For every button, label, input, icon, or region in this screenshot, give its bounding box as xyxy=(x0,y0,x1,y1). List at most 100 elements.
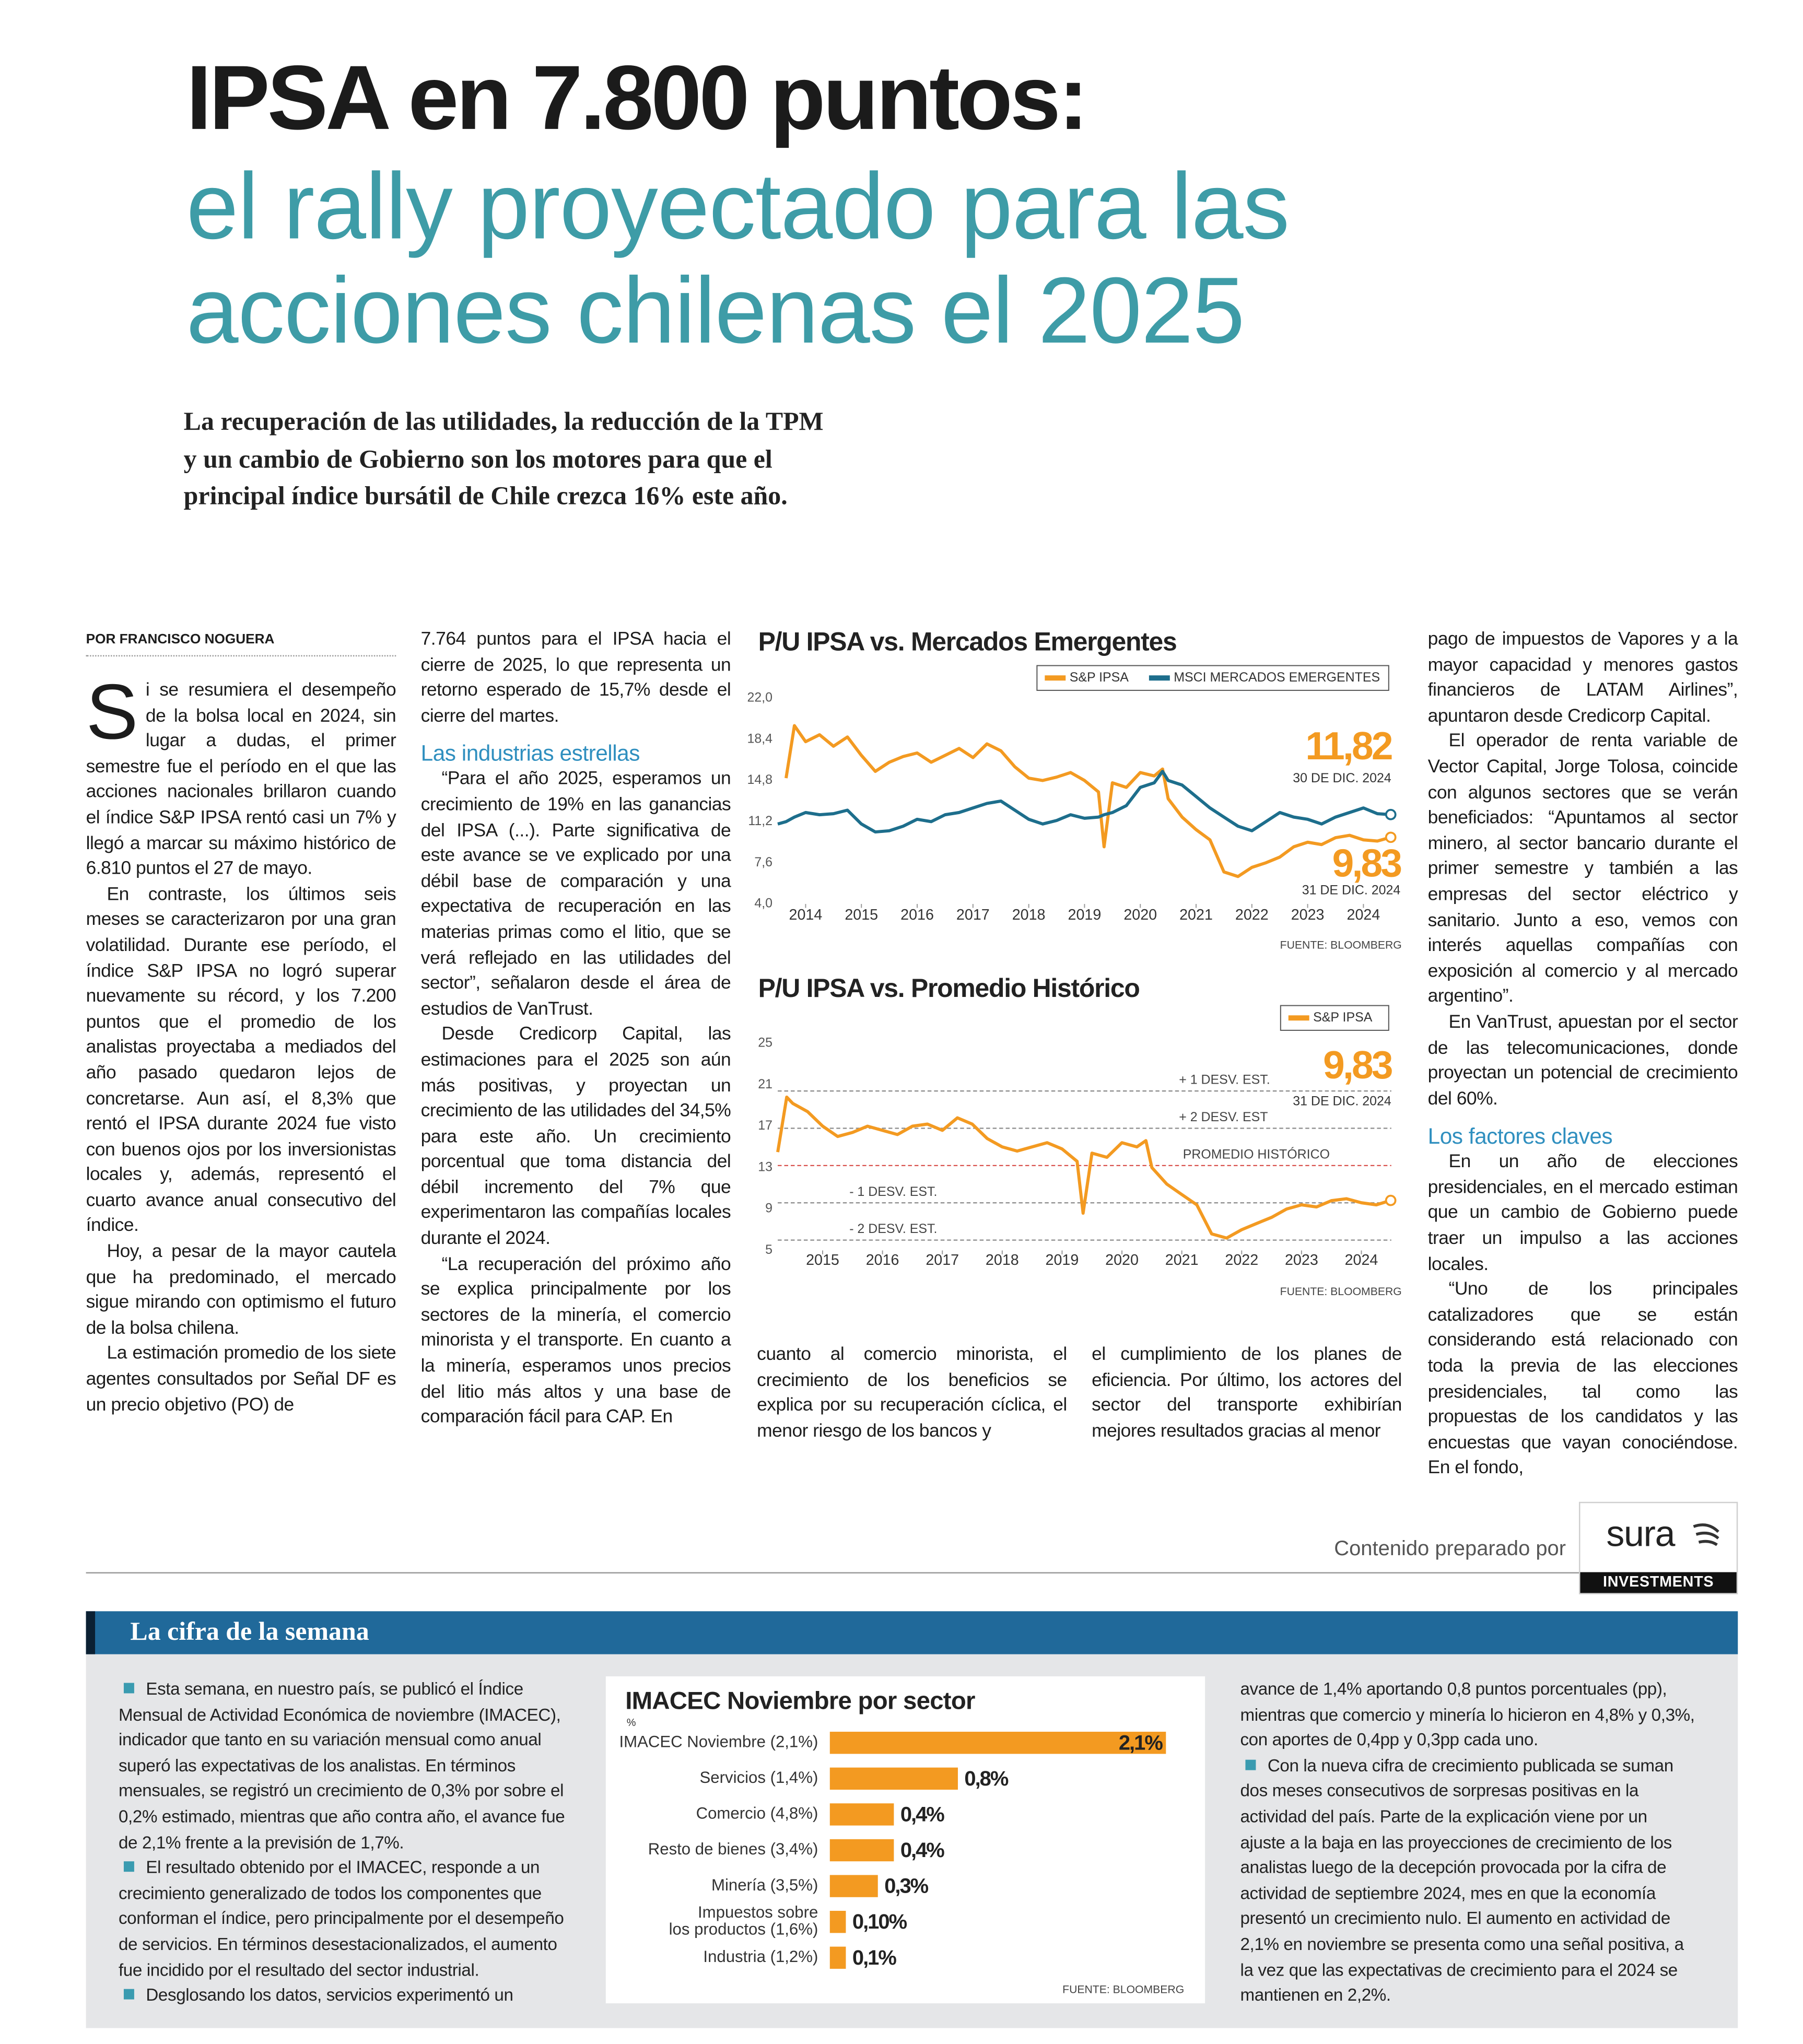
y-tick-label: 25 xyxy=(758,1035,772,1050)
x-tick-label: 2024 xyxy=(1347,907,1380,923)
chart-title: P/U IPSA vs. Mercados Emergentes xyxy=(758,627,1177,656)
paragraph: “Para el año 2025, esperamos un crecimie… xyxy=(420,769,731,1020)
lede-line: y un cambio de Gobierno son los motores … xyxy=(183,444,772,474)
value-label: 0,1% xyxy=(852,1946,896,1969)
paragraph: cuanto al comercio minorista, el crecimi… xyxy=(757,1344,1067,1442)
logo-swoosh xyxy=(1693,1523,1719,1546)
value-label: 0,8% xyxy=(964,1767,1008,1790)
bar xyxy=(829,1767,958,1790)
series-line xyxy=(776,1095,1391,1240)
article-column: pago de impuestos de Vapores y a la mayo… xyxy=(1428,628,1738,1482)
chart-title: IMACEC Noviembre por sector xyxy=(625,1687,975,1714)
x-tick-label: 2017 xyxy=(926,1252,959,1268)
annotation: 9,83 xyxy=(1323,1043,1392,1087)
category-label: Minería (3,5%) xyxy=(711,1876,818,1894)
paragraph: Desde Credicorp Capital, las estimacione… xyxy=(420,1024,731,1250)
value-label: 0,4% xyxy=(900,1803,944,1826)
paragraph: pago de impuestos de Vapores y a la mayo… xyxy=(1427,629,1738,727)
headline-subtitle: acciones chilenas el 2025 xyxy=(186,259,1245,363)
x-tick-label: 2016 xyxy=(866,1252,899,1268)
box-column: avance de 1,4% aportando 0,8 puntos porc… xyxy=(1240,1676,1696,2008)
x-tick-label: 2015 xyxy=(845,907,878,923)
x-tick-label: 2017 xyxy=(956,907,990,923)
annotation: 31 DE DIC. 2024 xyxy=(1302,883,1401,898)
y-tick-label: 22,0 xyxy=(747,690,773,704)
logo-word: sura xyxy=(1606,1513,1675,1554)
y-tick-label: 14,8 xyxy=(747,772,773,787)
y-tick-label: 5 xyxy=(765,1242,772,1257)
annotation: 9,83 xyxy=(1332,841,1401,885)
paragraph: En VanTrust, apuestan por el sector de l… xyxy=(1427,1012,1738,1110)
end-point xyxy=(1385,1194,1397,1206)
category-label: Resto de bienes (3,4%) xyxy=(648,1840,818,1858)
annotation: 11,82 xyxy=(1305,724,1392,768)
y-tick-label: 17 xyxy=(758,1118,772,1133)
box-paragraph: Esta semana, en nuestro país, se publicó… xyxy=(119,1676,575,1855)
box-paragraph: Desglosando los datos, servicios experim… xyxy=(119,1982,575,2008)
bar xyxy=(829,1875,878,1897)
paragraph: el cumplimiento de los planes de eficien… xyxy=(1092,1344,1402,1442)
chart-title: P/U IPSA vs. Promedio Histórico xyxy=(758,973,1140,1003)
category-label: Industria (1,2%) xyxy=(703,1947,818,1966)
end-point xyxy=(1385,808,1397,820)
category-label: Comercio (4,8%) xyxy=(696,1804,818,1823)
value-label: 0,3% xyxy=(884,1875,928,1898)
reference-label: PROMEDIO HISTÓRICO xyxy=(1183,1146,1330,1161)
bar xyxy=(829,1732,1166,1754)
box-column: Esta semana, en nuestro país, se publicó… xyxy=(119,1676,575,2008)
y-tick-label: 9 xyxy=(765,1201,772,1216)
value-label: 2,1% xyxy=(1119,1731,1163,1754)
box-paragraph: El resultado obtenido por el IMACEC, res… xyxy=(119,1855,575,1982)
series-line xyxy=(777,770,1391,834)
x-tick-label: 2014 xyxy=(789,907,823,923)
legend-label: MSCI MERCADOS EMERGENTES xyxy=(1174,670,1380,685)
sponsor-label: Contenido preparado por xyxy=(1334,1538,1566,1561)
value-label: 0,4% xyxy=(900,1839,944,1862)
y-tick-label: 4,0 xyxy=(754,896,772,911)
legend-label: S&P IPSA xyxy=(1070,670,1129,685)
subheading: Los factores claves xyxy=(1427,1124,1613,1149)
end-point xyxy=(1385,831,1397,843)
x-tick-label: 2021 xyxy=(1165,1252,1199,1268)
subheading: Las industrias estrellas xyxy=(420,742,640,767)
unit-label: % xyxy=(627,1717,636,1729)
x-tick-label: 2018 xyxy=(1012,907,1046,923)
divider xyxy=(86,1572,1579,1573)
box-paragraph: avance de 1,4% aportando 0,8 puntos porc… xyxy=(1240,1679,1695,1750)
chart-source: FUENTE: BLOOMBERG xyxy=(1280,939,1402,951)
article-column: 7.764 puntos para el IPSA hacia el cierr… xyxy=(421,628,731,1431)
box-paragraph: Con la nueva cifra de crecimiento public… xyxy=(1240,1753,1696,2008)
paragraph: 7.764 puntos para el IPSA hacia el cierr… xyxy=(420,629,731,727)
x-tick-label: 2016 xyxy=(900,907,934,923)
y-tick-label: 7,6 xyxy=(754,855,772,870)
article-column: Si se resumiera el desempeño de la bolsa… xyxy=(86,668,396,1418)
category-label: Impuestos sobre los productos (1,6%) xyxy=(669,1903,818,1938)
y-tick-label: 18,4 xyxy=(747,731,773,746)
x-tick-label: 2015 xyxy=(806,1252,839,1268)
lede-line: principal índice bursátil de Chile crezc… xyxy=(183,481,788,511)
chart-source: FUENTE: BLOOMBERG xyxy=(1062,1984,1184,1996)
article-column: cuanto al comercio minorista, el crecimi… xyxy=(757,1343,1067,1445)
x-tick-label: 2022 xyxy=(1225,1252,1258,1268)
box-header: La cifra de la semana xyxy=(86,1611,1738,1654)
x-tick-label: 2021 xyxy=(1179,907,1213,923)
bar xyxy=(829,1946,846,1969)
category-label: IMACEC Noviembre (2,1%) xyxy=(619,1732,818,1751)
paragraph: “La recuperación del próximo año se expl… xyxy=(420,1254,731,1428)
logo-mark xyxy=(1693,1523,1719,1546)
lede: La recuperación de las utilidades, la re… xyxy=(184,404,824,515)
paragraph: El operador de renta variable de Vector … xyxy=(1427,731,1738,1007)
reference-label: - 1 DESV. EST. xyxy=(849,1184,937,1199)
byline: POR FRANCISCO NOGUERA xyxy=(86,632,396,657)
article-column: el cumplimiento de los planes de eficien… xyxy=(1092,1343,1402,1445)
y-tick-label: 21 xyxy=(758,1077,772,1091)
x-tick-label: 2018 xyxy=(986,1252,1019,1268)
x-tick-label: 2019 xyxy=(1046,1252,1079,1268)
reference-label: - 2 DESV. EST. xyxy=(849,1221,937,1236)
bar xyxy=(829,1803,894,1826)
legend-box xyxy=(1036,665,1389,691)
series-line xyxy=(785,724,1391,878)
logo-sub: INVESTMENTS xyxy=(1580,1572,1737,1593)
